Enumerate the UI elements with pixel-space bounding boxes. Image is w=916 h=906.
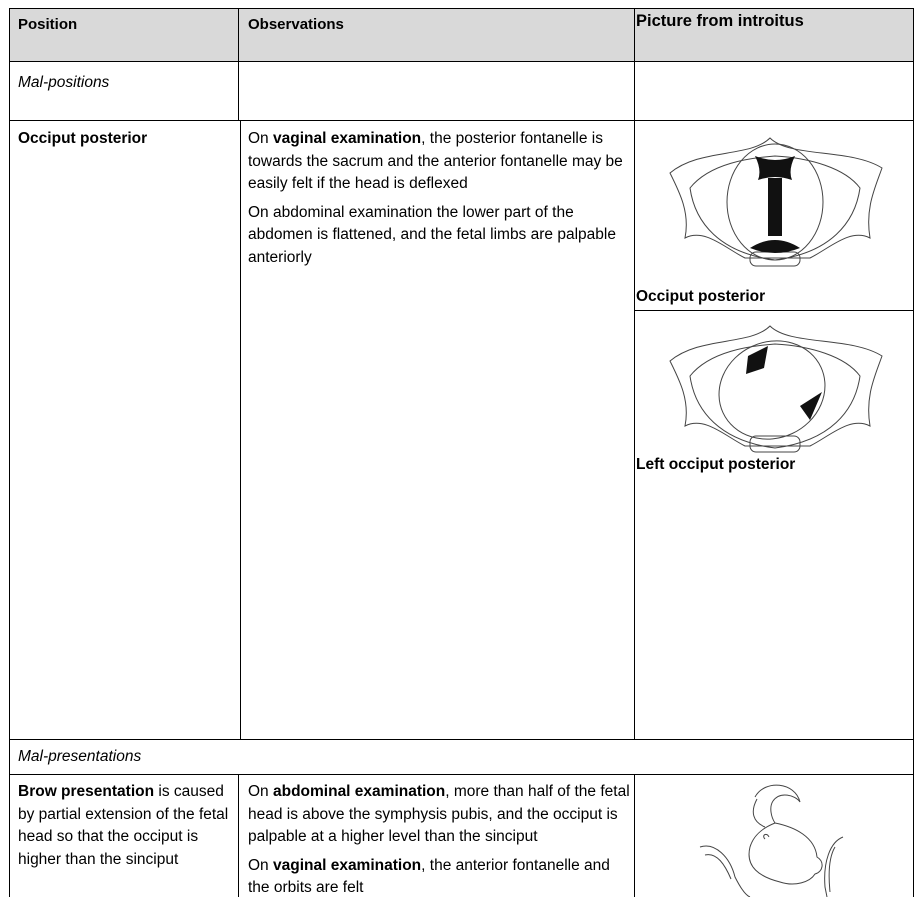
section-title: Mal-positions (18, 74, 110, 91)
text: abdominal examination (272, 783, 446, 800)
observations: On abdominal examination, more than half… (248, 781, 630, 906)
paragraph: On vaginal examination, the anterior fon… (248, 855, 630, 900)
observations: On vaginal examination, the posterior fo… (248, 128, 630, 275)
pelvis-illustration (669, 137, 883, 267)
picture-caption: Left occiput posterior (636, 456, 796, 473)
border (634, 310, 914, 311)
text: vaginal examination (272, 856, 422, 874)
border (913, 8, 914, 897)
header-cell: Picture from introitus (636, 12, 804, 30)
border (634, 8, 635, 739)
border (634, 774, 635, 897)
header-cell: Position (18, 16, 78, 33)
picture-caption: Occiput posterior (636, 288, 766, 305)
text: On (248, 130, 273, 147)
border (238, 8, 239, 120)
border (240, 120, 241, 739)
border (9, 8, 10, 897)
border (9, 120, 914, 121)
text: , the anterior fontanelle and the orbits… (248, 856, 610, 897)
pelvis-illustration (669, 325, 883, 453)
text: , more than half of the fetal head is ab… (248, 783, 630, 845)
paragraph: On abdominal examination the lower part … (248, 202, 630, 270)
text: vaginal examination (272, 130, 422, 147)
text: On abdominal examination the lower part … (248, 203, 616, 266)
header-row (9, 8, 914, 61)
text: On (248, 856, 273, 874)
paragraph: On vaginal examination, the posterior fo… (248, 128, 630, 196)
position: Brow presentation is caused by partial e… (18, 781, 232, 871)
header-cell: Observations (248, 16, 344, 33)
text: Brow presentation (18, 783, 155, 800)
text: On (248, 783, 273, 800)
brow-illustration (699, 784, 844, 897)
section-title: Mal-presentations (18, 748, 142, 765)
text: is caused by partial extension of the fe… (18, 783, 229, 868)
border (9, 61, 914, 62)
border (238, 774, 239, 897)
border (9, 8, 914, 9)
position: Occiput posterior (18, 130, 148, 147)
border (9, 774, 914, 775)
text: , the posterior fontanelle is towards th… (248, 130, 623, 192)
border (9, 739, 914, 740)
paragraph: On abdominal examination, more than half… (248, 781, 630, 849)
